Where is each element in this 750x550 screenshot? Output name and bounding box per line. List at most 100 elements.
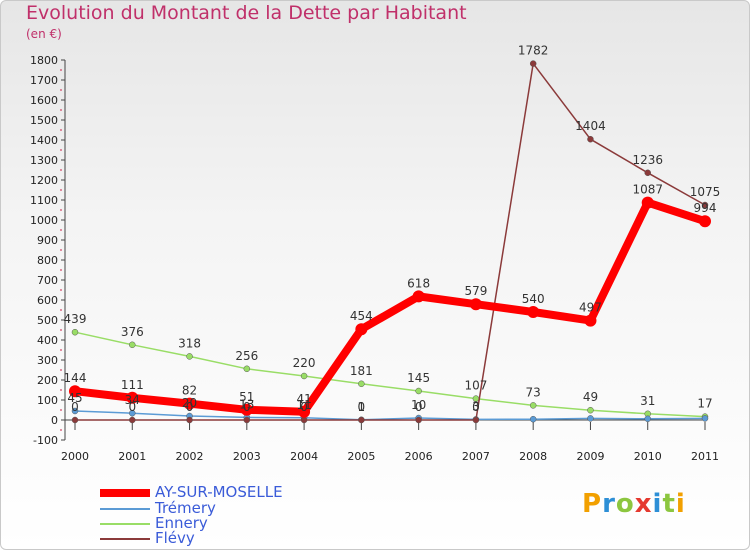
data-label-ay-sur-moselle: 540: [522, 292, 545, 306]
data-point-ennery: [129, 341, 136, 349]
legend-label-ay-sur-moselle: AY-SUR-MOSELLE: [155, 483, 283, 501]
legend-swatch-flevy: [100, 538, 150, 540]
data-label-flevy: 0: [243, 400, 251, 414]
x-tick-label: 2003: [233, 450, 261, 463]
y-tick-label: 1500: [30, 114, 58, 127]
data-label-ay-sur-moselle: 1087: [632, 183, 663, 197]
legend-label-ennery: Ennery: [155, 514, 208, 532]
y-minor-tick: [60, 69, 62, 71]
y-tick-label: 1400: [30, 134, 58, 147]
data-label-ay-sur-moselle: 41: [296, 392, 311, 406]
data-point-ay-sur-moselle: [355, 323, 368, 336]
data-point-ay-sur-moselle: [641, 196, 654, 209]
y-tick-label: 800: [37, 254, 58, 267]
y-minor-tick: [60, 289, 62, 291]
chart-subtitle: (en €): [26, 27, 62, 41]
data-label-ay-sur-moselle: 111: [121, 378, 144, 392]
data-label-ay-sur-moselle: 579: [464, 284, 487, 298]
data-label-ay-sur-moselle: 144: [64, 371, 87, 385]
x-tick-label: 2001: [118, 450, 146, 463]
data-point-ay-sur-moselle: [183, 397, 196, 410]
data-point-ay-sur-moselle: [699, 215, 711, 228]
y-minor-tick: [60, 209, 62, 211]
data-point-ay-sur-moselle: [126, 391, 139, 404]
data-label-ennery: 107: [464, 379, 487, 393]
y-minor-tick: [60, 189, 62, 191]
y-tick-label: 700: [37, 274, 58, 287]
y-tick-label: 600: [37, 294, 58, 307]
data-label-flevy: 1075: [690, 185, 721, 199]
legend-label-tremery: Trémery: [155, 499, 216, 517]
chart-title: Evolution du Montant de la Dette par Hab…: [26, 2, 467, 24]
y-minor-tick: [60, 149, 62, 151]
data-point-ennery: [358, 380, 365, 388]
data-point-ennery: [529, 402, 537, 409]
y-tick-label: 1700: [30, 74, 58, 87]
data-point-flevy: [243, 416, 251, 424]
data-point-tremery: [71, 407, 79, 415]
data-label-flevy: 1782: [518, 44, 549, 58]
data-label-tremery: 11: [296, 398, 311, 412]
legend-label-flevy: Flévy: [155, 529, 195, 547]
y-tick-label: 0: [51, 414, 58, 427]
y-minor-tick: [60, 389, 62, 391]
legend-swatch-ennery: [100, 523, 150, 525]
data-point-tremery: [529, 415, 537, 423]
data-point-flevy: [71, 416, 79, 424]
data-point-ay-sur-moselle: [412, 290, 425, 303]
data-label-tremery: 10: [411, 398, 426, 412]
data-point-flevy: [300, 416, 308, 424]
data-point-ay-sur-moselle: [527, 306, 540, 318]
y-minor-tick: [60, 129, 62, 131]
y-minor-tick: [60, 309, 62, 311]
data-point-tremery: [701, 415, 709, 422]
data-label-tremery: 45: [67, 391, 82, 405]
logo-letter: i: [675, 489, 686, 519]
data-label-ennery: 256: [235, 349, 258, 363]
logo-letter: i: [652, 489, 663, 519]
data-point-ennery: [300, 372, 308, 380]
logo-letter: o: [615, 489, 635, 519]
y-minor-tick: [60, 89, 62, 91]
data-label-flevy: 1236: [632, 153, 663, 167]
x-tick-label: 2000: [61, 450, 89, 463]
data-point-ay-sur-moselle: [69, 385, 81, 398]
data-label-flevy: 0: [415, 400, 423, 414]
data-point-ay-sur-moselle: [469, 298, 482, 311]
y-tick-label: 400: [37, 334, 58, 347]
data-label-ennery: 220: [293, 356, 316, 370]
logo-letter: P: [582, 489, 603, 519]
x-tick-label: 2005: [347, 450, 375, 463]
y-tick-label: 1200: [30, 174, 58, 187]
y-tick-label: 200: [37, 374, 58, 387]
data-label-flevy: 0: [472, 400, 480, 414]
data-label-tremery: 3: [472, 399, 480, 413]
data-label-ay-sur-moselle: 618: [407, 276, 430, 290]
y-minor-tick: [60, 229, 62, 231]
data-label-tremery: 13: [239, 397, 254, 411]
y-tick-label: 100: [37, 394, 58, 407]
y-minor-tick: [60, 329, 62, 331]
x-tick-label: 2007: [462, 450, 490, 463]
y-minor-tick: [60, 429, 62, 431]
data-point-tremery: [644, 415, 651, 423]
data-label-ennery: 31: [640, 394, 655, 408]
x-tick-label: 2010: [634, 450, 662, 463]
data-label-flevy: 0: [300, 400, 308, 414]
data-point-flevy: [186, 416, 193, 424]
data-point-ennery: [71, 328, 79, 336]
data-label-tremery: 1: [358, 400, 366, 414]
axes: -100010020030040050060070080090010001100…: [30, 54, 719, 463]
x-tick-label: 2009: [576, 450, 604, 463]
y-tick-label: 900: [37, 234, 58, 247]
data-point-flevy: [415, 416, 422, 424]
legend-swatch-ay-sur-moselle: [100, 489, 150, 497]
data-point-flevy: [472, 416, 480, 424]
data-point-flevy: [587, 135, 594, 143]
y-tick-label: 1600: [30, 94, 58, 107]
data-point-ennery: [243, 365, 251, 373]
y-minor-tick: [60, 269, 62, 271]
data-label-ennery: 49: [583, 390, 598, 404]
